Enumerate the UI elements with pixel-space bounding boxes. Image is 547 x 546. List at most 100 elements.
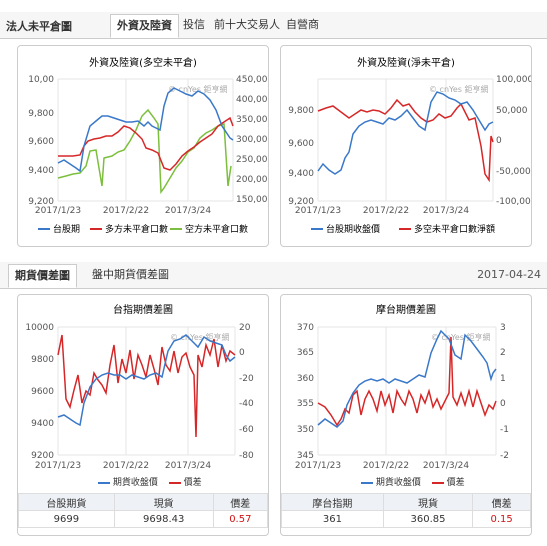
y2-tick: -20 xyxy=(239,374,254,384)
y-tick: 9,400 xyxy=(28,166,54,176)
section1-title: 法人未平倉圖 xyxy=(6,20,72,33)
y-tick: 365 xyxy=(297,348,314,358)
tab-dealer[interactable]: 自營商 xyxy=(286,18,319,31)
y2-tick: 0 xyxy=(496,136,502,146)
y2-tick: 350,000 xyxy=(236,115,268,125)
x-tick: 2017/1/23 xyxy=(295,461,341,471)
value-spot: 9698.43 xyxy=(113,510,214,528)
chart-taiex-spread-svg: 台指期價差圖 10000 9800 9600 9400 9200 20 0 -2… xyxy=(25,303,254,471)
value-futures: 9699 xyxy=(18,510,115,528)
y2-tick: 400,000 xyxy=(236,95,268,105)
legend: 台股期 多方未平倉口數 空方未平倉口數 xyxy=(38,223,248,235)
watermark: © cnYes 鉅亨網 xyxy=(431,332,490,342)
legend-label: 多空未平倉口數淨額 xyxy=(414,223,495,235)
chart-title: 外資及陸資(淨未平倉) xyxy=(357,56,455,69)
watermark: © cnYes 鉅亨網 xyxy=(429,84,488,94)
series-futures-close xyxy=(317,91,494,175)
y2-tick: 50,000 xyxy=(496,106,528,116)
value-spread: 0.15 xyxy=(472,510,531,528)
chart-title: 台指期價差圖 xyxy=(113,303,173,316)
tab-trust[interactable]: 投信 xyxy=(183,18,205,31)
y2-tick: 150,000 xyxy=(236,195,268,205)
y2-tick: 300,000 xyxy=(236,135,268,145)
chart-foreign-oi: 外資及陸資(多空未平倉) 10,00 9,800 9,600 9,400 9,2… xyxy=(17,45,273,247)
tab-intraday-spread[interactable]: 盤中期貨價差圖 xyxy=(92,268,169,281)
value-spot: 360.85 xyxy=(382,510,474,528)
header-spot: 現貨 xyxy=(382,493,474,511)
x-tick: 2017/1/23 xyxy=(35,461,81,471)
y-tick: 9,200 xyxy=(288,197,314,207)
y2-tick: 1 xyxy=(500,374,506,384)
legend-label: 價差 xyxy=(446,478,465,488)
y-tick: 9,200 xyxy=(28,197,54,207)
legend-label: 價差 xyxy=(183,478,202,488)
y-tick: 9800 xyxy=(31,355,54,365)
header-spot: 現貨 xyxy=(113,493,214,511)
series-futures-close xyxy=(317,329,497,428)
series-futures-close xyxy=(57,334,236,427)
chart-msci-spread: 摩台期價差圖 370 365 360 355 350 345 3 2 1 0 -… xyxy=(280,294,532,536)
grid xyxy=(317,326,497,456)
x-tick: 2017/3/24 xyxy=(165,461,211,471)
legend-label: 台股期 xyxy=(53,223,80,235)
chart-foreign-net-oi-svg: 外資及陸資(淨未平倉) 9,800 9,600 9,400 9,200 100,… xyxy=(288,56,537,235)
y-tick: 360 xyxy=(297,374,314,384)
grid xyxy=(317,78,494,202)
y2-tick: -50,000 xyxy=(496,167,531,177)
series-taiex-futures xyxy=(57,87,234,173)
legend-label: 多方未平倉口數 xyxy=(105,223,168,235)
quote-table-msci: 摩台指期 現貨 價差 361 360.85 0.15 xyxy=(281,493,531,528)
y-tick: 350 xyxy=(297,425,314,435)
x-tick: 2017/3/24 xyxy=(165,206,211,216)
y2-tick: 0 xyxy=(239,348,245,358)
grid xyxy=(57,78,234,202)
y2-tick: 450,000 xyxy=(236,75,268,85)
y-tick: 10000 xyxy=(25,323,54,333)
y-tick: 9,800 xyxy=(288,106,314,116)
legend: 台股期收盤價 多空未平倉口數淨額 xyxy=(311,223,495,235)
value-spread: 0.57 xyxy=(212,510,269,528)
y-tick: 9600 xyxy=(31,387,54,397)
y2-tick: -100,000 xyxy=(496,197,531,207)
legend-label: 期貨收盤價 xyxy=(375,478,421,488)
series-net-oi xyxy=(317,98,494,183)
y2-tick: -1 xyxy=(500,425,509,435)
chart-foreign-net-oi: 外資及陸資(淨未平倉) 9,800 9,600 9,400 9,200 100,… xyxy=(280,45,537,247)
chart-foreign-oi-svg: 外資及陸資(多空未平倉) 10,00 9,800 9,600 9,400 9,2… xyxy=(28,56,273,235)
y2-tick: -60 xyxy=(239,425,254,435)
y2-tick: -80 xyxy=(239,451,254,461)
x-tick: 2017/1/23 xyxy=(35,206,81,216)
y-tick: 9,600 xyxy=(288,139,314,149)
y2-tick: 20 xyxy=(239,323,251,333)
legend-swatch xyxy=(361,481,373,484)
series-long-oi xyxy=(58,116,234,171)
tab-foreign[interactable]: 外資及陸資 xyxy=(110,14,179,38)
watermark: © cnYes 鉅亨網 xyxy=(170,332,229,342)
y2-tick: 0 xyxy=(500,399,506,409)
header-spread: 價差 xyxy=(472,493,531,511)
y-tick: 9,800 xyxy=(28,109,54,119)
y2-tick: 250,000 xyxy=(236,155,268,165)
y-tick: 355 xyxy=(297,399,314,409)
legend-swatch xyxy=(431,481,444,484)
series-spread xyxy=(317,336,497,427)
y-tick: 9200 xyxy=(31,451,54,461)
y-tick: 9,400 xyxy=(288,169,314,179)
legend-label: 台股期收盤價 xyxy=(326,223,380,235)
y2-tick: -40 xyxy=(239,399,254,409)
y2-tick: 200,000 xyxy=(236,175,268,185)
tab-futures-spread[interactable]: 期貨價差圖 xyxy=(8,264,77,288)
chart-title: 外資及陸資(多空未平倉) xyxy=(89,56,197,69)
series-short-oi xyxy=(57,108,232,195)
x-tick: 2017/2/22 xyxy=(103,461,149,471)
report-date: 2017-04-24 xyxy=(477,268,541,281)
y2-tick: -2 xyxy=(500,451,509,461)
watermark: © cnYes 鉅亨網 xyxy=(168,84,227,94)
legend-label: 空方未平倉口數 xyxy=(185,223,248,235)
tab-top10[interactable]: 前十大交易人 xyxy=(214,18,280,31)
y-tick: 370 xyxy=(297,323,314,333)
series-spread xyxy=(57,334,236,438)
x-tick: 2017/3/24 xyxy=(423,206,469,216)
header-futures: 台股期貨 xyxy=(18,493,115,511)
section2-tabbar: 期貨價差圖 盤中期貨價差圖 2017-04-24 xyxy=(0,262,547,289)
